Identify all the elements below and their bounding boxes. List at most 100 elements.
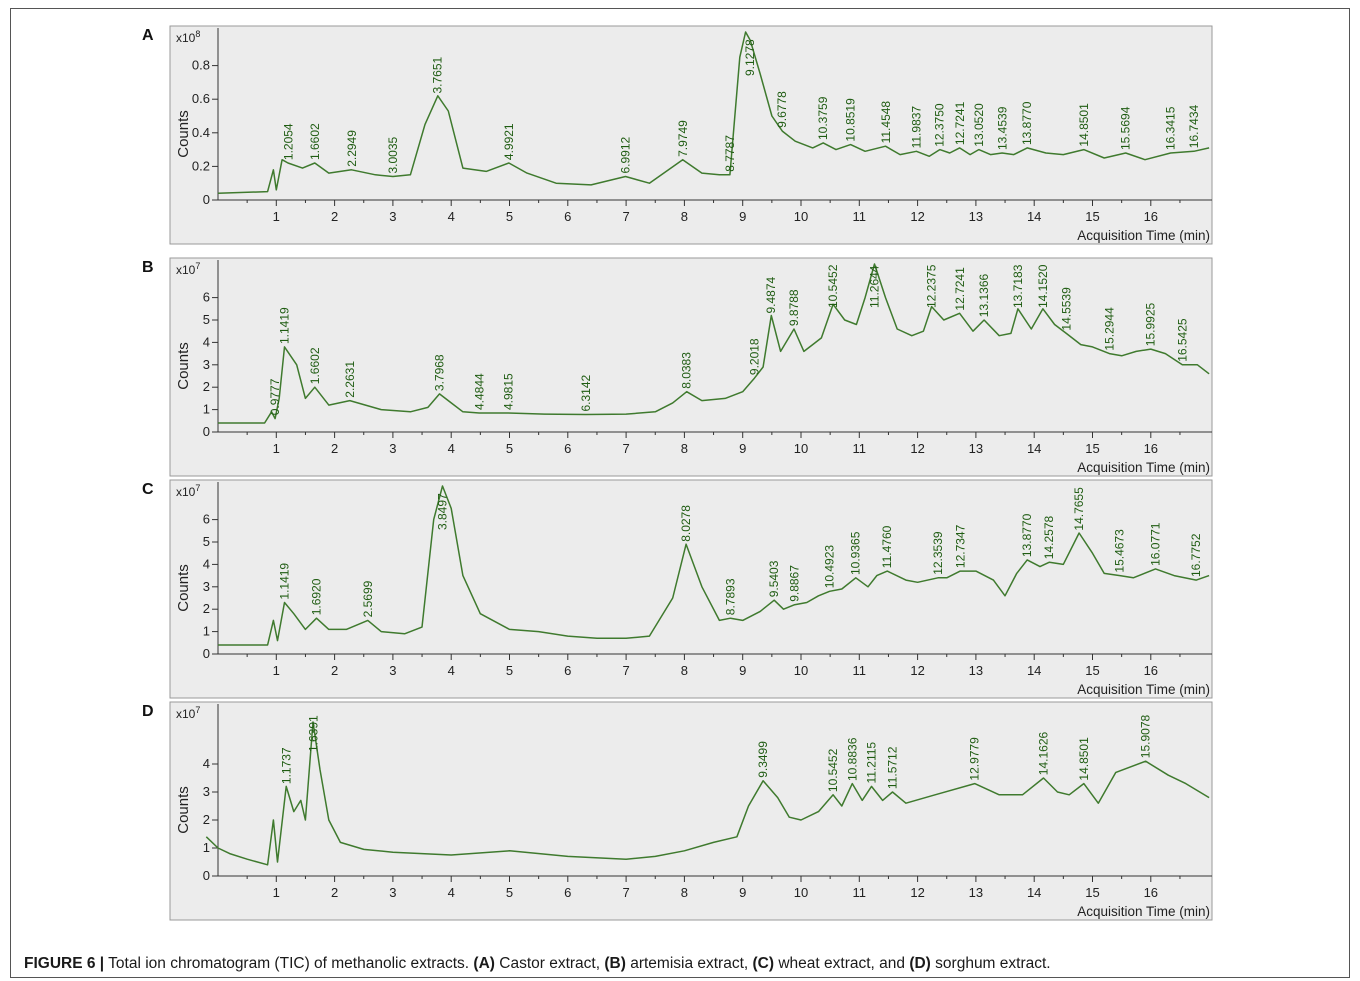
peak-label: 12.7241 <box>953 101 967 145</box>
peak-label: 2.5699 <box>361 580 375 617</box>
x-tick-label: 11 <box>853 441 867 456</box>
x-tick-label: 10 <box>794 209 808 224</box>
peak-label: 12.7347 <box>953 524 967 568</box>
peak-label: 12.2375 <box>924 264 938 308</box>
peak-label: 1.2054 <box>281 123 295 160</box>
x-tick-label: 5 <box>506 441 513 456</box>
peak-label: 16.5425 <box>1175 318 1189 362</box>
peak-label: 15.4673 <box>1113 529 1127 573</box>
peak-label: 9.4874 <box>764 276 778 313</box>
caption-text-d: sorghum extract. <box>930 955 1051 972</box>
x-tick-label: 8 <box>681 209 688 224</box>
x-tick-label: 13 <box>969 209 983 224</box>
peak-label: 10.8836 <box>846 737 860 781</box>
x-tick-label: 2 <box>331 441 338 456</box>
x-tick-label: 4 <box>448 209 455 224</box>
peak-label: 14.2578 <box>1042 515 1056 559</box>
panel-letter: B <box>142 259 154 276</box>
caption-text-a: Castor extract, <box>494 955 605 972</box>
y-tick-label: 6 <box>203 512 210 527</box>
caption-label-c: (C) <box>752 955 775 972</box>
x-tick-label: 10 <box>794 441 808 456</box>
y-tick-label: 0 <box>203 868 210 883</box>
x-tick-label: 14 <box>1027 441 1041 456</box>
peak-label: 4.4844 <box>472 373 486 410</box>
figure-caption: FIGURE 6 | Total ion chromatogram (TIC) … <box>24 955 1051 973</box>
peak-label: 16.3415 <box>1164 106 1178 150</box>
peak-label: 15.9078 <box>1138 714 1152 758</box>
x-tick-label: 3 <box>389 209 396 224</box>
x-tick-label: 13 <box>969 441 983 456</box>
y-axis-label: Counts <box>175 110 192 158</box>
caption-text-c: wheat extract, and <box>774 955 910 972</box>
x-tick-label: 1 <box>273 441 280 456</box>
peak-label: 15.5694 <box>1119 106 1133 150</box>
x-tick-label: 1 <box>273 209 280 224</box>
y-multiplier-label: x108 <box>176 29 200 45</box>
peak-label: 13.8770 <box>1020 513 1034 557</box>
tic-trace <box>217 31 1210 195</box>
x-tick-label: 11 <box>853 209 867 224</box>
x-tick-label: 6 <box>564 209 571 224</box>
tic-trace <box>218 263 1210 424</box>
y-tick-label: 5 <box>203 312 210 327</box>
peak-label: 9.5403 <box>767 560 781 597</box>
x-axis-label: Acquisition Time (min) <box>1077 460 1210 475</box>
peak-label: 9.2018 <box>748 338 762 375</box>
caption-label-a: (A) <box>473 955 495 972</box>
peak-label: 7.9749 <box>676 120 690 157</box>
peak-label: 3.0035 <box>386 136 400 173</box>
y-multiplier-label: x107 <box>176 261 200 277</box>
peak-label: 12.9779 <box>968 737 982 781</box>
x-tick-label: 11 <box>853 663 867 678</box>
x-tick-label: 6 <box>564 663 571 678</box>
y-multiplier-label: x107 <box>176 483 200 499</box>
peak-label: 12.7241 <box>953 267 967 311</box>
peak-label: 15.9925 <box>1143 302 1157 346</box>
x-tick-label: 5 <box>506 663 513 678</box>
x-tick-label: 12 <box>910 209 924 224</box>
y-tick-label: 5 <box>203 534 210 549</box>
peak-label: 14.1626 <box>1037 731 1051 775</box>
x-tick-label: 4 <box>448 885 455 900</box>
x-tick-label: 14 <box>1027 663 1041 678</box>
peak-label: 4.9815 <box>501 373 515 410</box>
x-tick-label: 14 <box>1027 209 1041 224</box>
peak-label: 10.5452 <box>826 264 840 308</box>
y-tick-label: 2 <box>203 601 210 616</box>
peak-label: 1.6602 <box>308 347 322 384</box>
y-tick-label: 1 <box>203 624 210 639</box>
y-tick-label: 3 <box>203 784 210 799</box>
x-tick-label: 7 <box>622 663 629 678</box>
x-tick-label: 15 <box>1085 441 1099 456</box>
peak-label: 3.7651 <box>431 56 445 93</box>
x-tick-label: 8 <box>681 663 688 678</box>
x-tick-label: 2 <box>331 209 338 224</box>
peak-label: 1.1419 <box>278 563 292 600</box>
y-tick-label: 0.4 <box>192 125 210 140</box>
x-tick-label: 12 <box>910 663 924 678</box>
x-tick-label: 11 <box>853 885 867 900</box>
x-tick-label: 3 <box>389 441 396 456</box>
x-tick-label: 14 <box>1027 885 1041 900</box>
peak-label: 11.4760 <box>880 525 894 568</box>
plot-area <box>169 25 1213 245</box>
peak-label: 14.8501 <box>1077 103 1091 147</box>
x-tick-label: 4 <box>448 441 455 456</box>
y-tick-label: 2 <box>203 379 210 394</box>
peak-label: 13.8770 <box>1020 101 1034 145</box>
x-tick-label: 8 <box>681 441 688 456</box>
x-tick-label: 12 <box>910 885 924 900</box>
peak-label: 16.7434 <box>1187 104 1201 148</box>
peak-label: 11.5712 <box>886 746 900 789</box>
peak-label: 9.3499 <box>756 741 770 778</box>
figure-label: FIGURE 6 | <box>24 955 105 972</box>
caption-text-b: artemisia extract, <box>625 955 753 972</box>
x-tick-label: 9 <box>739 441 746 456</box>
x-tick-label: 7 <box>622 209 629 224</box>
peak-label: 14.8501 <box>1077 737 1091 781</box>
